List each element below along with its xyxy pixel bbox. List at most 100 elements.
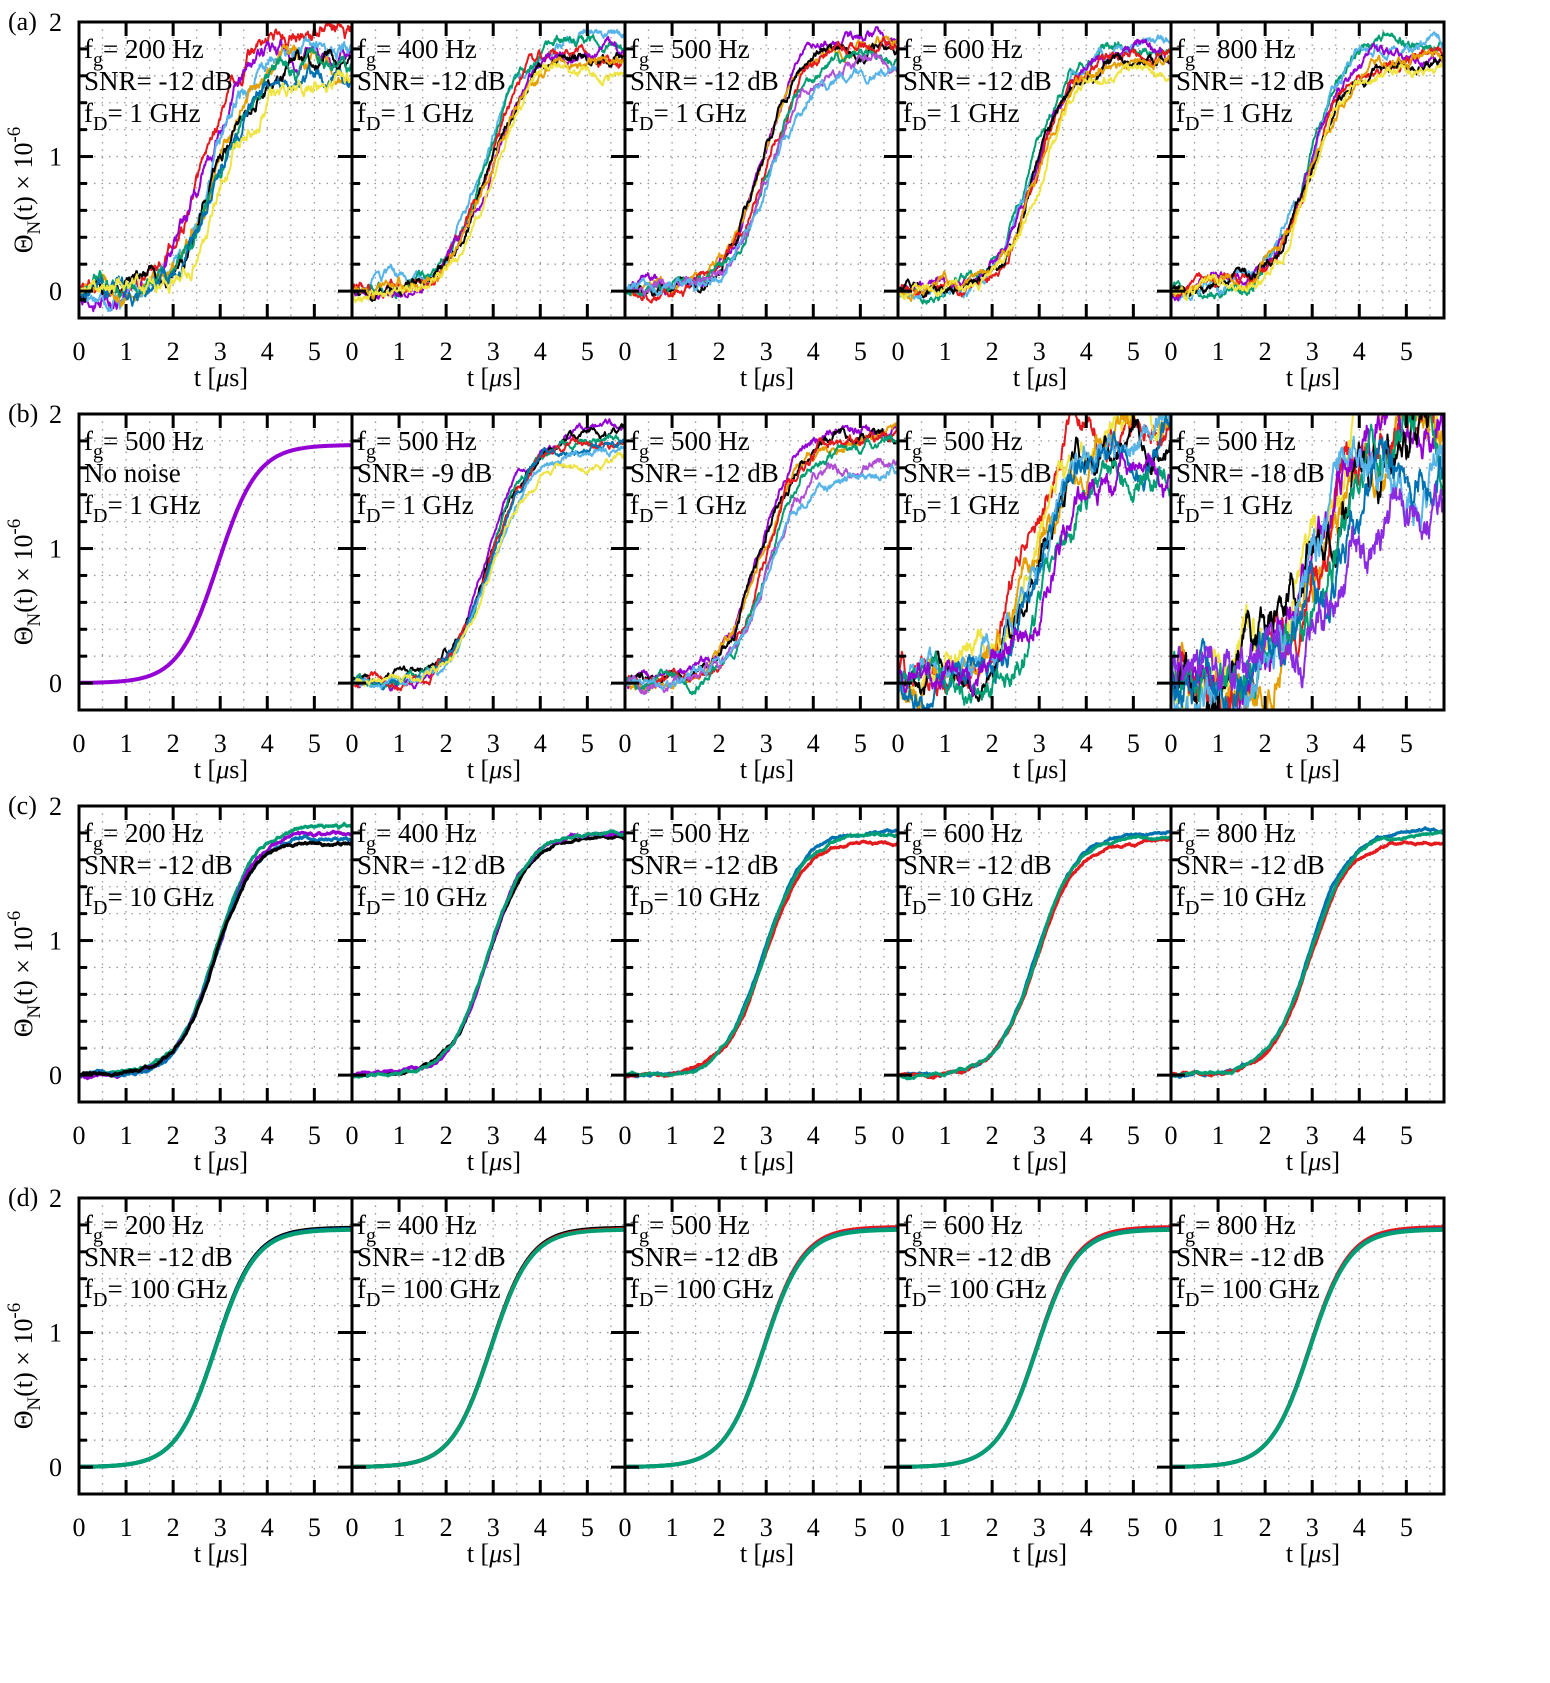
annotation-main: f bbox=[630, 98, 639, 128]
panel-annotation-line: fD= 100 GHz bbox=[1176, 1274, 1320, 1311]
x-tick-label: 2 bbox=[986, 729, 999, 758]
panel-annotation-line: fD= 1 GHz bbox=[630, 98, 747, 135]
x-tick-label: 5 bbox=[854, 1513, 867, 1542]
series-line-yellow bbox=[352, 451, 625, 687]
annotation-sub: g bbox=[912, 833, 922, 855]
annotation-sub: D bbox=[366, 113, 380, 135]
annotation-sub: g bbox=[639, 441, 649, 463]
series-group bbox=[1171, 1225, 1444, 1469]
annotation-sub: g bbox=[639, 833, 649, 855]
series-line-teal bbox=[1171, 830, 1444, 1078]
x-tick-label: 0 bbox=[73, 1513, 86, 1542]
x-tick-label: 4 bbox=[1353, 729, 1366, 758]
y-label-rest: (t) × 10 bbox=[9, 1319, 38, 1397]
x-tick-label: 0 bbox=[73, 337, 86, 366]
x-tick-label: 3 bbox=[487, 1121, 500, 1150]
panel-annotation-line: SNR= -12 dB bbox=[84, 1242, 233, 1272]
panel-annotation-line: No noise bbox=[84, 458, 181, 488]
annotation-sub: g bbox=[366, 441, 376, 463]
annotation-rest: = 400 Hz bbox=[376, 34, 477, 64]
x-label-post: s] bbox=[1048, 1539, 1067, 1568]
annotation-main: f bbox=[357, 98, 366, 128]
x-tick-label: 0 bbox=[1165, 1121, 1178, 1150]
series-line-black bbox=[352, 423, 625, 686]
x-label-mu: μ bbox=[761, 363, 775, 392]
x-tick-label: 2 bbox=[1259, 729, 1272, 758]
x-tick-label: 2 bbox=[167, 1513, 180, 1542]
series-line-yellow bbox=[79, 69, 352, 295]
x-label-post: s] bbox=[1048, 363, 1067, 392]
annotation-main: f bbox=[84, 1210, 93, 1240]
annotation-main: SNR= -12 dB bbox=[630, 66, 779, 96]
annotation-rest: = 200 Hz bbox=[103, 34, 204, 64]
x-tick-label: 3 bbox=[214, 1121, 227, 1150]
x-label-post: s] bbox=[502, 1539, 521, 1568]
y-tick-label: 2 bbox=[49, 792, 62, 821]
x-label-pre: t [ bbox=[194, 363, 216, 392]
x-axis-label: t [μs] bbox=[467, 755, 521, 784]
x-axis-label: t [μs] bbox=[194, 1147, 248, 1176]
annotation-rest: = 10 GHz bbox=[1199, 882, 1306, 912]
annotation-sub: g bbox=[639, 49, 649, 71]
annotation-rest: = 1 GHz bbox=[380, 490, 473, 520]
x-axis-label: t [μs] bbox=[194, 363, 248, 392]
x-tick-label: 0 bbox=[346, 1121, 359, 1150]
y-tick-label: 0 bbox=[49, 1453, 62, 1482]
annotation-sub: D bbox=[93, 505, 107, 527]
x-label-pre: t [ bbox=[740, 1539, 762, 1568]
annotation-main: f bbox=[903, 490, 912, 520]
y-label-rest: (t) × 10 bbox=[9, 535, 38, 613]
y-label-sup: -6 bbox=[4, 519, 25, 535]
x-label-mu: μ bbox=[488, 1539, 502, 1568]
x-tick-label: 1 bbox=[393, 729, 406, 758]
annotation-main: f bbox=[1176, 1274, 1185, 1304]
x-tick-label: 3 bbox=[1033, 337, 1046, 366]
x-tick-label: 0 bbox=[892, 1513, 905, 1542]
panel-annotation-line: fg= 500 Hz bbox=[84, 426, 204, 463]
annotation-rest: = 600 Hz bbox=[922, 1210, 1023, 1240]
x-tick-label: 0 bbox=[346, 729, 359, 758]
annotation-sub: D bbox=[1185, 897, 1199, 919]
series-line-black bbox=[79, 840, 352, 1078]
panel-annotation-line: fD= 10 GHz bbox=[903, 882, 1033, 919]
panel-annotation-line: fD= 1 GHz bbox=[84, 98, 201, 135]
x-tick-label: 2 bbox=[1259, 1513, 1272, 1542]
annotation-main: SNR= -18 dB bbox=[1176, 458, 1325, 488]
annotation-sub: g bbox=[912, 441, 922, 463]
series-group bbox=[352, 829, 625, 1079]
annotation-rest: = 10 GHz bbox=[653, 882, 760, 912]
series-line-teal bbox=[898, 1227, 1171, 1469]
series-line-purple bbox=[898, 38, 1171, 296]
annotation-sub: D bbox=[912, 897, 926, 919]
annotation-main: SNR= -15 dB bbox=[903, 458, 1052, 488]
series-line-violet bbox=[1171, 483, 1444, 691]
x-label-mu: μ bbox=[488, 755, 502, 784]
panel-annotation-line: fg= 500 Hz bbox=[1176, 426, 1296, 463]
panel-annotation-line: fD= 1 GHz bbox=[903, 98, 1020, 135]
x-tick-label: 5 bbox=[1400, 1513, 1413, 1542]
x-label-post: s] bbox=[229, 755, 248, 784]
x-tick-label: 2 bbox=[713, 729, 726, 758]
annotation-main: f bbox=[630, 818, 639, 848]
x-tick-label: 2 bbox=[440, 1121, 453, 1150]
panel-annotation-line: SNR= -12 dB bbox=[630, 1242, 779, 1272]
annotation-main: SNR= -12 dB bbox=[630, 458, 779, 488]
annotation-rest: = 500 Hz bbox=[649, 1210, 750, 1240]
x-tick-label: 5 bbox=[308, 1121, 321, 1150]
annotation-rest: = 1 GHz bbox=[107, 98, 200, 128]
x-label-mu: μ bbox=[1034, 1539, 1048, 1568]
panel-annotation-line: SNR= -18 dB bbox=[1176, 458, 1325, 488]
x-axis-label: t [μs] bbox=[1286, 363, 1340, 392]
x-tick-label: 5 bbox=[854, 337, 867, 366]
annotation-main: SNR= -12 dB bbox=[357, 1242, 506, 1272]
panel-annotation-line: fD= 1 GHz bbox=[1176, 98, 1293, 135]
x-tick-label: 3 bbox=[1306, 1513, 1319, 1542]
x-tick-label: 5 bbox=[308, 729, 321, 758]
x-tick-label: 0 bbox=[346, 1513, 359, 1542]
x-label-mu: μ bbox=[215, 1539, 229, 1568]
series-group bbox=[1171, 414, 1444, 710]
x-tick-label: 2 bbox=[167, 337, 180, 366]
